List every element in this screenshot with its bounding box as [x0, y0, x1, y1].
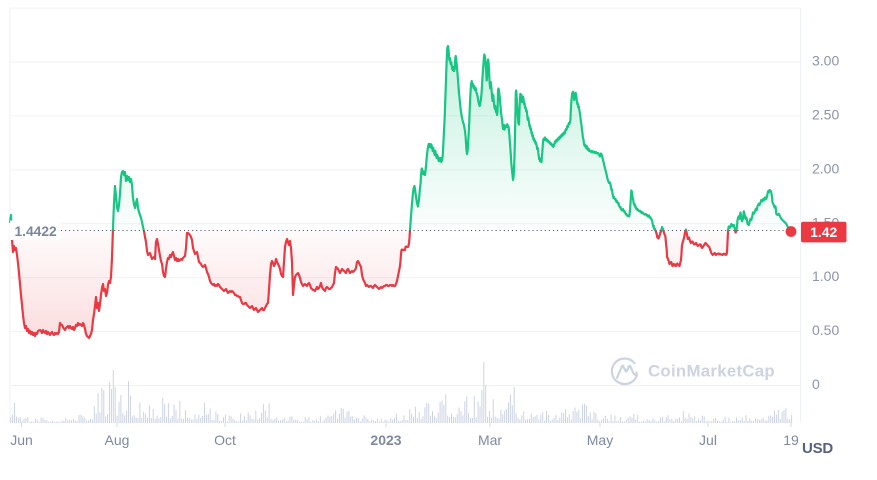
svg-text:1.42: 1.42: [810, 224, 837, 240]
svg-text:May: May: [587, 432, 613, 448]
svg-text:2.50: 2.50: [812, 106, 839, 122]
svg-text:2.00: 2.00: [812, 160, 839, 176]
svg-text:3.00: 3.00: [812, 53, 839, 69]
svg-text:2023: 2023: [370, 432, 401, 448]
svg-text:Mar: Mar: [478, 432, 502, 448]
svg-text:CoinMarketCap: CoinMarketCap: [648, 362, 775, 381]
svg-text:Jul: Jul: [699, 432, 717, 448]
svg-text:Aug: Aug: [105, 432, 130, 448]
svg-text:Oct: Oct: [214, 432, 236, 448]
svg-text:0.50: 0.50: [812, 322, 839, 338]
svg-text:1.00: 1.00: [812, 268, 839, 284]
svg-text:0: 0: [812, 376, 820, 392]
svg-text:USD: USD: [802, 440, 833, 457]
svg-text:19: 19: [783, 432, 799, 448]
svg-text:1.4422: 1.4422: [15, 224, 58, 239]
svg-text:Jun: Jun: [10, 432, 33, 448]
